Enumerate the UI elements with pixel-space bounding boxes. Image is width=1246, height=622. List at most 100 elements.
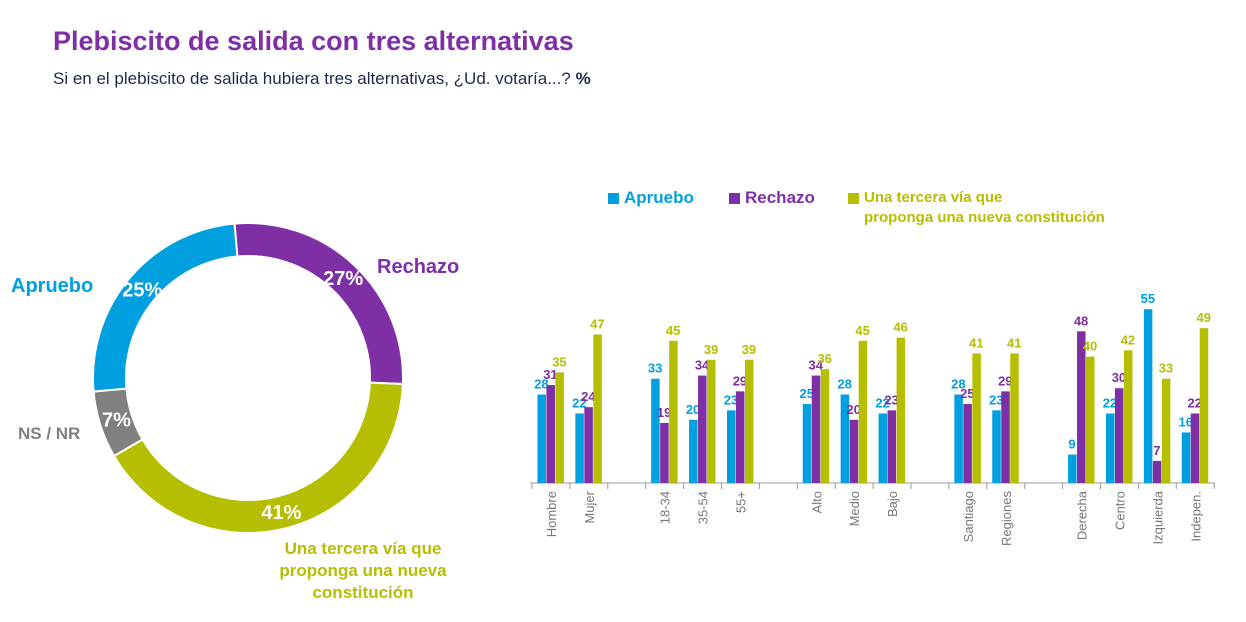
bar <box>1161 378 1171 483</box>
bar-value-label: 41 <box>1007 335 1021 350</box>
bar-value-label: 49 <box>1197 310 1211 325</box>
bar-value-label: 28 <box>951 377 965 392</box>
legend-rechazo: Rechazo <box>729 188 815 208</box>
bar <box>1001 391 1010 483</box>
bar <box>820 369 830 483</box>
label-line: constitución <box>312 583 414 602</box>
legend-apruebo: Apruebo <box>608 188 694 208</box>
donut-label-apruebo: Apruebo <box>11 275 94 297</box>
donut-label-nsnr: NS / NR <box>18 424 81 443</box>
bar <box>1077 331 1086 483</box>
bar-value-label: 28 <box>837 377 851 392</box>
bar-value-label: 23 <box>989 392 1003 407</box>
bar-value-label: 47 <box>590 316 604 331</box>
bar <box>698 375 707 483</box>
bar <box>1143 309 1153 483</box>
bar-value-label: 42 <box>1121 332 1135 347</box>
legend-tercera: Una tercera vía que proponga una nueva co… <box>848 188 1105 228</box>
page-title: Plebiscito de salida con tres alternativ… <box>53 26 574 56</box>
x-tick-label: 18-34 <box>658 491 673 524</box>
subtitle-text: Si en el plebiscito de salida hubiera tr… <box>53 69 571 88</box>
bar <box>972 353 981 483</box>
legend-label: Rechazo <box>745 188 815 207</box>
bar-value-label: 23 <box>884 392 898 407</box>
bar-value-label: 45 <box>666 323 680 338</box>
bar-value-label: 23 <box>724 392 738 407</box>
legend-label: proponga una nueva constitución <box>864 209 1105 226</box>
bar-value-label: 24 <box>581 389 596 404</box>
bar <box>992 410 1001 483</box>
bar <box>1199 328 1209 483</box>
bar <box>858 340 868 483</box>
bar <box>1105 413 1115 483</box>
bar <box>840 394 850 483</box>
bar-value-label: 46 <box>893 320 907 335</box>
bar-value-label: 19 <box>657 405 671 420</box>
bar-value-label: 16 <box>1179 414 1193 429</box>
bar <box>707 359 716 483</box>
bar-value-label: 31 <box>543 367 557 382</box>
bar-value-label: 33 <box>1159 361 1173 376</box>
bar <box>669 340 678 483</box>
bar <box>651 378 660 483</box>
bar-value-label: 25 <box>800 386 814 401</box>
x-tick-label: Mujer <box>582 490 597 523</box>
bar <box>896 337 906 483</box>
bar <box>1152 460 1162 483</box>
bar-value-label: 22 <box>875 395 889 410</box>
bar <box>593 334 602 483</box>
bar-value-label: 34 <box>809 358 824 373</box>
bar-value-label: 35 <box>552 354 566 369</box>
donut-value-label: 41% <box>261 502 301 524</box>
x-tick-label: Bajo <box>885 491 900 517</box>
bar <box>575 413 584 483</box>
bar <box>555 372 564 483</box>
bar-value-label: 40 <box>1083 339 1097 354</box>
donut-slice <box>112 381 404 534</box>
bar-value-label: 45 <box>855 323 869 338</box>
x-tick-label: Regiones <box>999 491 1014 546</box>
x-tick-label: 55+ <box>733 491 748 513</box>
bar-value-label: 29 <box>998 373 1012 388</box>
bar-value-label: 22 <box>572 395 586 410</box>
subtitle: Si en el plebiscito de salida hubiera tr… <box>53 69 591 89</box>
bar <box>689 419 698 483</box>
label-line: proponga una nueva <box>279 561 447 580</box>
donut-value-label: 7% <box>102 410 131 432</box>
donut-value-label: 27% <box>323 268 363 290</box>
bar <box>849 419 859 483</box>
bar <box>878 413 888 483</box>
donut-slice <box>92 222 239 393</box>
bar <box>744 359 754 483</box>
bar-value-label: 20 <box>686 402 700 417</box>
unit: % <box>575 69 591 88</box>
bar-value-label: 34 <box>695 358 710 373</box>
bar <box>1190 413 1200 483</box>
donut-value-label: 25% <box>122 279 162 301</box>
bar-value-label: 29 <box>733 373 747 388</box>
donut-slice <box>233 222 404 385</box>
donut-label-tercera: Una tercera vía que proponga una nueva con… <box>258 538 468 604</box>
x-tick-label: Derecha <box>1075 490 1090 540</box>
bar-value-label: 39 <box>742 342 756 357</box>
x-tick-label: Indepen. <box>1188 491 1203 542</box>
bar-value-label: 33 <box>648 361 662 376</box>
bar-value-label: 20 <box>846 402 860 417</box>
legend-label: Una tercera vía que <box>864 189 1003 206</box>
x-tick-label: Centro <box>1112 491 1127 530</box>
x-tick-label: Hombre <box>544 491 559 537</box>
bar-value-label: 22 <box>1188 395 1202 410</box>
bar-value-label: 30 <box>1112 370 1126 385</box>
x-tick-label: Izquierda <box>1150 490 1165 544</box>
bar-value-label: 28 <box>534 377 548 392</box>
x-tick-label: 35-54 <box>696 491 711 524</box>
label-line: Una tercera vía que <box>284 539 442 558</box>
bar <box>546 385 555 483</box>
bar <box>1068 454 1077 483</box>
x-tick-label: Alto <box>809 491 824 513</box>
bar <box>537 394 546 483</box>
legend-label: Apruebo <box>624 188 694 207</box>
bar <box>954 394 963 483</box>
bar <box>802 404 812 483</box>
bar-value-label: 22 <box>1103 395 1117 410</box>
